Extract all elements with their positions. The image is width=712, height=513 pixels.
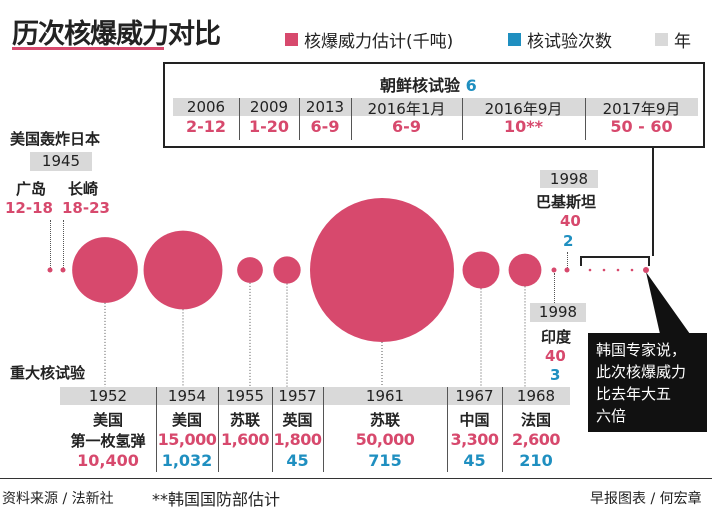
nk-dot <box>588 268 592 272</box>
legend-count: 核试验次数 <box>508 27 612 52</box>
source: 资料来源 / 法新社 <box>2 491 114 507</box>
nagasaki-yield: 18-23 <box>62 199 110 217</box>
bubble <box>143 230 223 310</box>
major-count: 715 <box>368 451 402 470</box>
bubble <box>237 257 263 283</box>
major-year: 1967 <box>455 387 494 405</box>
major-yield: 10,400 <box>77 451 139 470</box>
nk-2017-dot <box>643 267 649 273</box>
india-yield: 40 <box>545 347 566 365</box>
japan-title: 美国轰炸日本 <box>10 130 101 148</box>
credit: 早报图表 / 何宏章 <box>590 491 702 507</box>
nk-year-band <box>173 98 698 116</box>
nk-year: 2017年9月 <box>602 100 681 118</box>
major-count: 45 <box>463 451 486 470</box>
nk-dot <box>630 268 634 272</box>
major-yield: 15,000 <box>157 430 217 449</box>
north-korea-box <box>163 62 705 148</box>
nk-yield: 1-20 <box>248 117 290 136</box>
nk-year: 2016年9月 <box>484 100 563 118</box>
india-count: 3 <box>550 366 561 384</box>
page-title: 历次核爆威力对比 <box>12 19 221 50</box>
bubble <box>551 267 557 273</box>
bubble <box>462 251 500 289</box>
major-year-band <box>60 387 570 405</box>
major-year: 1955 <box>225 387 265 405</box>
japan-year: 1945 <box>30 152 92 171</box>
nk-bracket <box>580 256 650 266</box>
pakistan-count: 2 <box>563 232 574 250</box>
hiroshima-label: 广岛 <box>16 180 47 198</box>
major-year: 1957 <box>278 387 317 405</box>
major-yield: 3,300 <box>450 430 499 449</box>
legend-yield: 核爆威力估计(千吨) <box>285 27 453 52</box>
bubble <box>564 267 570 273</box>
major-count: 45 <box>286 451 309 470</box>
nk-yield: 6-9 <box>310 117 340 136</box>
major-title: 重大核试验 <box>10 364 86 382</box>
callout-box: 韩国专家说， 此次核爆威力 比去年大五 六倍 <box>588 333 707 432</box>
nk-title: 朝鲜核试验 6 <box>380 76 477 95</box>
india-year: 1998 <box>530 303 586 322</box>
major-country: 美国 <box>171 411 202 429</box>
title-underline <box>12 47 164 50</box>
major-year: 1954 <box>167 387 207 405</box>
nk-yield: 2-12 <box>185 117 227 136</box>
major-country: 中国 <box>459 411 490 429</box>
major-country: 英国 <box>282 411 313 429</box>
pakistan-yield: 40 <box>560 212 581 230</box>
major-country: 美国 <box>92 411 123 429</box>
major-count: 1,032 <box>161 451 213 470</box>
major-yield: 1,600 <box>220 430 270 449</box>
major-year: 1961 <box>365 387 405 405</box>
pakistan-label: 巴基斯坦 <box>536 193 597 211</box>
nagasaki-label: 长崎 <box>68 180 99 198</box>
bubble <box>273 256 301 284</box>
bubble <box>47 267 53 273</box>
major-country: 法国 <box>520 411 551 429</box>
nk-year: 2016年1月 <box>367 100 446 118</box>
nk-yield: 50 - 60 <box>610 117 673 136</box>
nk-dot <box>602 268 606 272</box>
pakistan-year: 1998 <box>540 170 598 188</box>
nk-yield: 10** <box>504 117 543 136</box>
major-country: 苏联 <box>229 411 260 429</box>
nk-year: 2009 <box>249 98 289 116</box>
india-label: 印度 <box>541 328 572 346</box>
footnote: **韩国国防部估计 <box>152 490 281 509</box>
major-yield: 1,800 <box>273 430 322 449</box>
bubble <box>508 253 542 287</box>
major-yield: 2,600 <box>511 430 561 449</box>
bubble <box>60 267 66 273</box>
nk-dot <box>616 268 620 272</box>
major-year: 1952 <box>88 387 128 405</box>
legend-year: 年 <box>655 27 691 52</box>
bubble <box>72 237 138 303</box>
major-count: 210 <box>519 451 553 470</box>
major-note: 第一枚氢弹 <box>70 432 146 450</box>
major-country: 苏联 <box>369 411 400 429</box>
hiroshima-yield: 12-18 <box>5 199 53 217</box>
bubble <box>310 198 454 342</box>
major-year: 1968 <box>516 387 556 405</box>
major-yield: 50,000 <box>355 430 415 449</box>
nk-yield: 6-9 <box>392 117 421 136</box>
nk-year: 2013 <box>305 98 345 116</box>
nk-year: 2006 <box>186 98 226 116</box>
